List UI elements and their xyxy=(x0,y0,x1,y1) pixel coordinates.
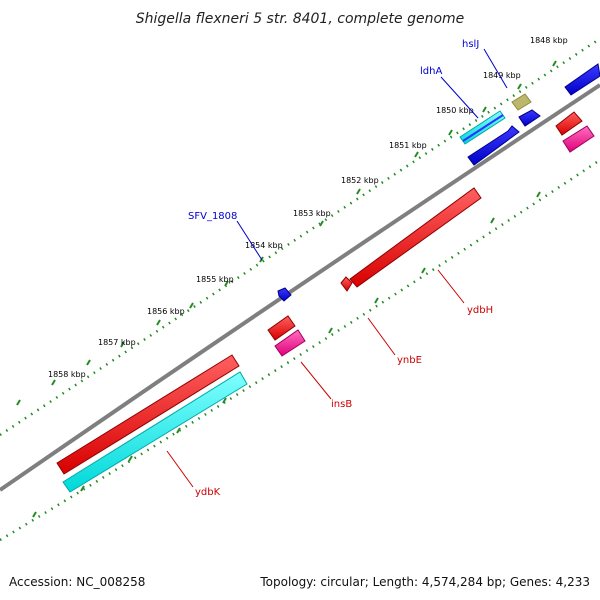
gene-block-1850b[interactable] xyxy=(518,109,541,127)
gene-block-1848-pink[interactable] xyxy=(562,125,595,153)
label-leader-lines xyxy=(166,48,508,488)
scale-label-1850: 1850 kbp xyxy=(436,106,474,115)
insB-leader xyxy=(300,361,332,400)
gene-label-ydbH[interactable]: ydbH xyxy=(467,305,493,316)
gene-hslJ-block[interactable] xyxy=(511,93,532,111)
scale-label-1856: 1856 kbp xyxy=(147,307,185,316)
scale-label-1854: 1854 kbp xyxy=(245,241,283,250)
gene-label-SFV-1808[interactable]: SFV_1808 xyxy=(188,211,237,222)
gene-insB-pink-block[interactable] xyxy=(274,329,306,357)
hslJ-leader xyxy=(483,48,508,89)
gene-labels: hslJ ldhA SFV_1808 ydbH ynbE insB ydbK xyxy=(188,39,493,498)
gene-block-1848[interactable] xyxy=(564,63,600,96)
gene-label-ldhA[interactable]: ldhA xyxy=(420,66,442,77)
map-title: Shigella flexneri 5 str. 8401, complete … xyxy=(136,11,465,27)
gene-ynbE-block[interactable] xyxy=(340,276,353,292)
ynbE-leader xyxy=(367,317,396,356)
SFV-1808-leader xyxy=(236,220,263,261)
gene-ldhA-block[interactable] xyxy=(459,110,506,145)
scale-label-1858: 1858 kbp xyxy=(48,370,86,379)
gene-ydbK-block[interactable] xyxy=(56,354,240,475)
scale-label-1848: 1848 kbp xyxy=(530,36,568,45)
gene-label-ydbK[interactable]: ydbK xyxy=(195,487,221,498)
scale-labels: 1848 kbp 1849 kbp 1850 kbp 1851 kbp 1852… xyxy=(48,36,568,379)
ydbK-leader xyxy=(166,450,194,488)
gene-insB-red-block[interactable] xyxy=(267,315,296,341)
scale-label-1849: 1849 kbp xyxy=(483,71,521,80)
gene-ydbH-block[interactable] xyxy=(349,187,482,288)
inner-scale-ring xyxy=(0,158,600,542)
gene-block-1850a[interactable] xyxy=(467,125,520,166)
gene-label-hslJ[interactable]: hslJ xyxy=(462,39,479,50)
gene-label-insB[interactable]: insB xyxy=(331,399,352,410)
inner-scale-ticks xyxy=(32,191,541,518)
gene-label-ynbE[interactable]: ynbE xyxy=(397,355,422,366)
outer-scale-ticks xyxy=(16,60,557,406)
scale-label-1851: 1851 kbp xyxy=(389,141,427,150)
genome-backbone xyxy=(0,83,600,492)
scale-label-1852: 1852 kbp xyxy=(341,176,379,185)
ldhA-leader xyxy=(440,76,479,119)
cyan-feature-ydbK-region[interactable] xyxy=(62,371,248,493)
gene-block-1848-red[interactable] xyxy=(555,111,583,136)
scale-label-1853: 1853 kbp xyxy=(293,209,331,218)
gene-SFV-1808-block[interactable] xyxy=(277,287,292,302)
accession-text: Accession: NC_008258 xyxy=(9,575,145,589)
topology-text: Topology: circular; Length: 4,574,284 bp… xyxy=(259,575,590,589)
scale-label-1857: 1857 kbp xyxy=(98,338,136,347)
ydbH-leader xyxy=(437,269,465,304)
outer-scale-ring xyxy=(0,38,599,437)
scale-label-1855: 1855 kbp xyxy=(196,275,234,284)
